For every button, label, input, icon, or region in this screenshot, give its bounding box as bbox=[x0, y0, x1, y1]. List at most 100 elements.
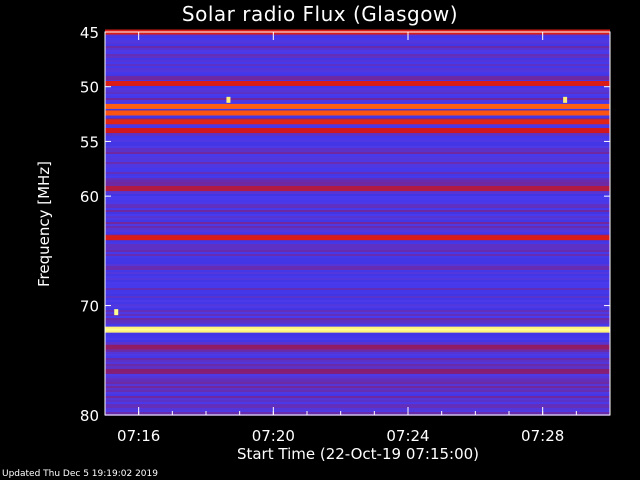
noise-row bbox=[105, 52, 610, 54]
noise-row bbox=[105, 320, 610, 322]
burst-point bbox=[226, 96, 231, 103]
noise-row bbox=[105, 376, 610, 378]
noise-row bbox=[105, 378, 610, 380]
noise-row bbox=[105, 244, 610, 246]
noise-row bbox=[105, 40, 610, 42]
noise-row bbox=[105, 172, 610, 174]
noise-row bbox=[105, 152, 610, 154]
noise-row bbox=[105, 270, 610, 272]
noise-row bbox=[105, 296, 610, 298]
noise-row bbox=[105, 282, 610, 284]
noise-row bbox=[105, 332, 610, 334]
noise-row bbox=[105, 350, 610, 352]
noise-row bbox=[105, 380, 610, 382]
noise-row bbox=[105, 264, 610, 266]
noise-row bbox=[105, 42, 610, 44]
noise-row bbox=[105, 36, 610, 38]
x-tick-label: 07:24 bbox=[386, 427, 429, 445]
noise-row bbox=[105, 216, 610, 218]
y-tick-label: 70 bbox=[80, 298, 99, 316]
noise-row bbox=[105, 98, 610, 100]
y-tick-label: 55 bbox=[80, 133, 99, 151]
noise-row bbox=[105, 68, 610, 70]
noise-row bbox=[105, 272, 610, 274]
noise-row bbox=[105, 254, 610, 256]
noise-row bbox=[105, 184, 610, 186]
noise-row bbox=[105, 252, 610, 254]
noise-row bbox=[105, 294, 610, 296]
noise-row bbox=[105, 242, 610, 244]
noise-row bbox=[105, 334, 610, 336]
noise-row bbox=[105, 218, 610, 220]
noise-row bbox=[105, 192, 610, 194]
burst-point bbox=[114, 309, 119, 316]
noise-row bbox=[105, 224, 610, 226]
noise-row bbox=[105, 390, 610, 392]
noise-row bbox=[105, 394, 610, 396]
noise-row bbox=[105, 140, 610, 142]
noise-row bbox=[105, 338, 610, 340]
noise-row bbox=[105, 384, 610, 386]
noise-row bbox=[105, 402, 610, 404]
noise-row bbox=[105, 292, 610, 294]
noise-row bbox=[105, 64, 610, 66]
noise-row bbox=[105, 92, 610, 94]
noise-row bbox=[105, 286, 610, 288]
noise-row bbox=[105, 38, 610, 40]
noise-row bbox=[105, 48, 610, 50]
noise-row bbox=[105, 400, 610, 402]
noise-row bbox=[105, 246, 610, 248]
noise-row bbox=[105, 194, 610, 196]
noise-row bbox=[105, 154, 610, 156]
noise-row bbox=[105, 212, 610, 214]
noise-row bbox=[105, 94, 610, 96]
noise-row bbox=[105, 276, 610, 278]
noise-row bbox=[105, 262, 610, 264]
noise-row bbox=[105, 366, 610, 368]
noise-row bbox=[105, 108, 610, 110]
y-tick-label: 80 bbox=[80, 407, 99, 425]
noise-row bbox=[105, 310, 610, 312]
noise-row bbox=[105, 96, 610, 98]
noise-row bbox=[105, 88, 610, 90]
noise-row bbox=[105, 200, 610, 202]
noise-row bbox=[105, 306, 610, 308]
noise-row bbox=[105, 124, 610, 126]
noise-row bbox=[105, 398, 610, 400]
emission-band bbox=[105, 185, 610, 191]
spectrogram-image bbox=[105, 29, 610, 416]
noise-row bbox=[105, 228, 610, 230]
noise-row bbox=[105, 364, 610, 366]
noise-row bbox=[105, 230, 610, 232]
noise-row bbox=[105, 300, 610, 302]
x-axis-label: Start Time (22-Oct-19 07:15:00) bbox=[236, 445, 480, 463]
noise-row bbox=[105, 308, 610, 310]
noise-row bbox=[105, 290, 610, 292]
x-tick-label: 07:16 bbox=[117, 427, 160, 445]
noise-row bbox=[105, 250, 610, 252]
emission-band bbox=[105, 110, 610, 116]
noise-row bbox=[105, 396, 610, 398]
noise-row bbox=[105, 44, 610, 46]
noise-row bbox=[105, 160, 610, 162]
noise-row bbox=[105, 132, 610, 134]
noise-row bbox=[105, 312, 610, 314]
y-tick-label: 60 bbox=[80, 188, 99, 206]
noise-row bbox=[105, 102, 610, 104]
noise-row bbox=[105, 176, 610, 178]
noise-row bbox=[105, 388, 610, 390]
noise-row bbox=[105, 144, 610, 146]
noise-row bbox=[105, 404, 610, 406]
noise-row bbox=[105, 166, 610, 168]
noise-row bbox=[105, 66, 610, 68]
noise-row bbox=[105, 156, 610, 158]
noise-row bbox=[105, 374, 610, 376]
noise-row bbox=[105, 116, 610, 118]
noise-row bbox=[105, 50, 610, 52]
noise-row bbox=[105, 58, 610, 60]
noise-row bbox=[105, 134, 610, 136]
noise-row bbox=[105, 258, 610, 260]
y-tick-label: 50 bbox=[80, 79, 99, 97]
noise-row bbox=[105, 406, 610, 408]
x-tick-label: 07:20 bbox=[252, 427, 295, 445]
